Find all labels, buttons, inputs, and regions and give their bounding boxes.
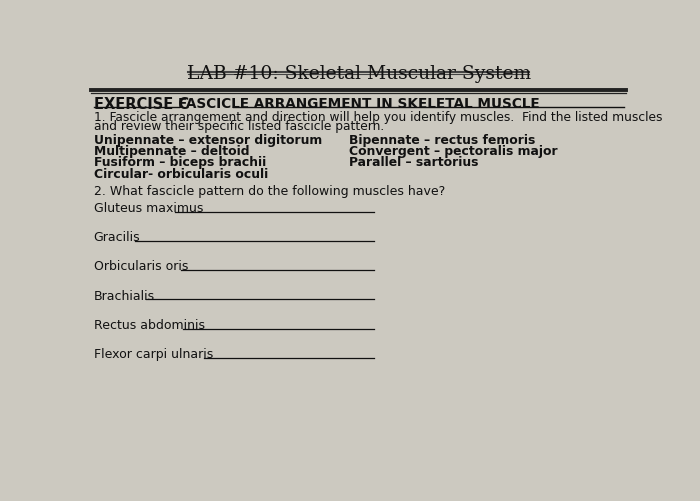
- Text: Parallel – sartorius: Parallel – sartorius: [349, 156, 479, 169]
- Text: Flexor carpi ulnaris: Flexor carpi ulnaris: [94, 348, 213, 361]
- Text: EXERCISE C: EXERCISE C: [94, 97, 189, 112]
- Text: FASCICLE ARRANGEMENT IN SKELETAL MUSCLE: FASCICLE ARRANGEMENT IN SKELETAL MUSCLE: [178, 97, 540, 111]
- Text: 1. Fascicle arrangement and direction will help you identify muscles.  Find the : 1. Fascicle arrangement and direction wi…: [94, 111, 662, 124]
- Text: Bipennate – rectus femoris: Bipennate – rectus femoris: [349, 134, 536, 147]
- Text: Convergent – pectoralis major: Convergent – pectoralis major: [349, 145, 558, 158]
- Text: Rectus abdominis: Rectus abdominis: [94, 318, 204, 331]
- Text: Orbicularis oris: Orbicularis oris: [94, 260, 188, 273]
- Text: Gluteus maximus: Gluteus maximus: [94, 201, 203, 214]
- Text: Unipennate – extensor digitorum: Unipennate – extensor digitorum: [94, 134, 322, 147]
- Text: Circular- orbicularis oculi: Circular- orbicularis oculi: [94, 167, 268, 180]
- Text: and review their specific listed fascicle pattern.: and review their specific listed fascicl…: [94, 120, 384, 133]
- Text: Multipennate – deltoid: Multipennate – deltoid: [94, 145, 249, 158]
- Text: LAB #10: Skeletal Muscular System: LAB #10: Skeletal Muscular System: [187, 65, 531, 83]
- Text: Gracilis: Gracilis: [94, 231, 140, 243]
- Text: Fusiform – biceps brachii: Fusiform – biceps brachii: [94, 156, 266, 169]
- Text: Brachialis: Brachialis: [94, 289, 155, 302]
- Text: 2. What fascicle pattern do the following muscles have?: 2. What fascicle pattern do the followin…: [94, 184, 445, 197]
